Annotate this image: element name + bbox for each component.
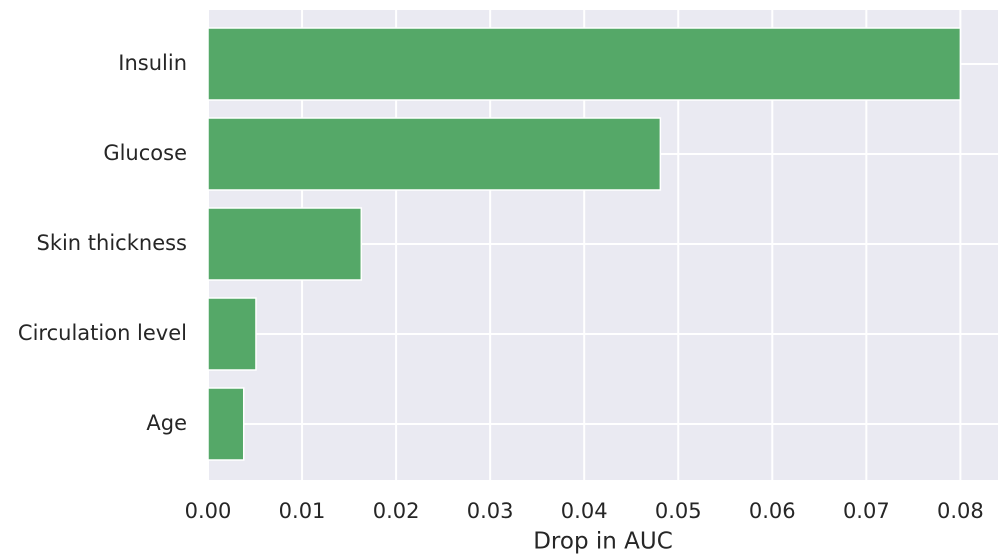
y-tick-label: Glucose [103, 141, 187, 165]
x-tick-label: 0.06 [749, 499, 796, 523]
y-tick-label: Skin thickness [36, 231, 187, 255]
bar [207, 27, 962, 101]
x-tick-label: 0.05 [655, 499, 702, 523]
x-tick-label: 0.04 [561, 499, 608, 523]
y-tick-label: Age [146, 411, 187, 435]
y-tick-label: Insulin [118, 51, 187, 75]
x-tick-label: 0.02 [373, 499, 420, 523]
bar [207, 297, 257, 371]
bar [207, 387, 245, 461]
x-tick-label: 0.07 [843, 499, 890, 523]
y-tick-label: Circulation level [18, 321, 187, 345]
x-tick-label: 0.08 [937, 499, 984, 523]
bar [207, 207, 363, 281]
x-axis-label: Drop in AUC [533, 529, 673, 555]
x-tick-label: 0.00 [185, 499, 232, 523]
bar [207, 117, 662, 191]
x-tick-label: 0.01 [279, 499, 326, 523]
x-tick-label: 0.03 [467, 499, 514, 523]
